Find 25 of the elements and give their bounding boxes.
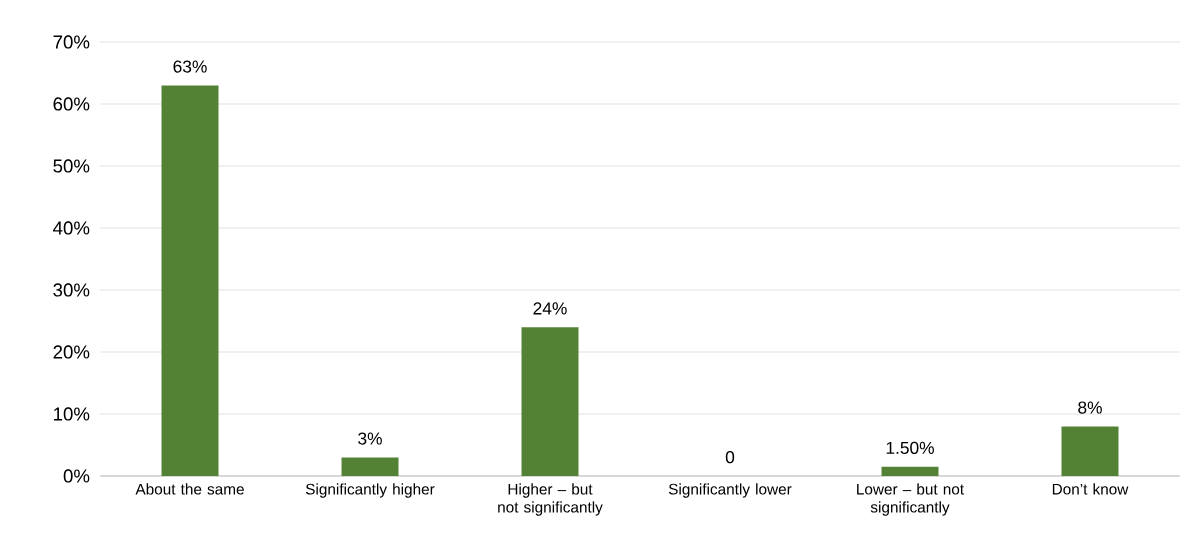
x-tick-label: Higher – but not significantly: [498, 483, 603, 516]
bar: [341, 457, 399, 476]
x-tick-label: Lower – but not significantly: [857, 483, 964, 516]
y-tick-label: 50%: [53, 159, 90, 173]
bar: [1061, 426, 1119, 476]
bar: [881, 466, 939, 476]
y-tick-label: 70%: [53, 35, 90, 49]
y-tick-label: 10%: [54, 407, 90, 421]
x-tick-label: Significantly lower: [668, 483, 792, 498]
data-label: 3%: [358, 432, 382, 445]
x-tick-label: About the same: [135, 483, 244, 495]
data-label: 8%: [1078, 401, 1102, 414]
x-tick-label: Significantly higher: [305, 483, 435, 498]
y-tick-label: 20%: [53, 345, 90, 359]
data-label: 0: [725, 451, 735, 464]
y-tick-label: 60%: [53, 97, 90, 111]
y-tick-label: 40%: [53, 221, 90, 235]
data-label: 24%: [533, 302, 567, 315]
bar: [161, 85, 219, 476]
data-label: 63%: [173, 60, 207, 73]
y-tick-label: 0%: [63, 469, 90, 483]
y-tick-label: 30%: [53, 283, 90, 297]
data-label: 1.50%: [886, 441, 934, 454]
x-tick-label: Don’t know: [1052, 483, 1129, 495]
bar: [521, 327, 579, 476]
